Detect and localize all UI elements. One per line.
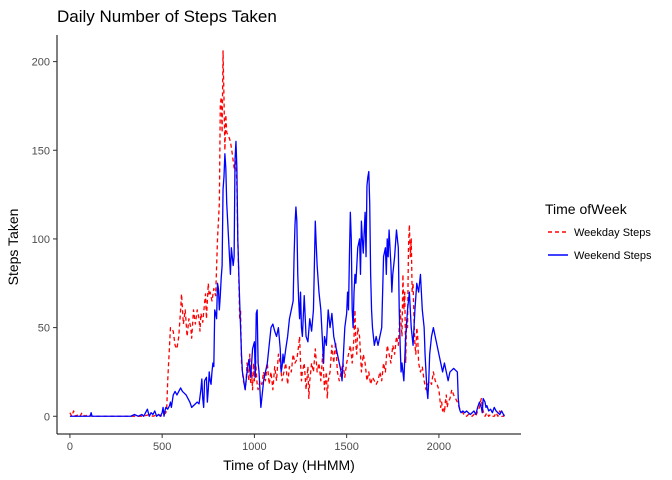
series-line-weekend — [69, 140, 505, 417]
y-tick-label: 50 — [38, 323, 50, 335]
y-axis-ticks: 0 50 100 150 200 — [32, 57, 57, 423]
x-tick-label: 1000 — [242, 441, 266, 453]
x-tick-label: 2000 — [427, 441, 451, 453]
y-tick-label: 0 — [44, 411, 50, 423]
y-tick-label: 200 — [32, 57, 50, 69]
legend-title: Time ofWeek — [545, 201, 628, 217]
y-tick-label: 100 — [32, 234, 50, 246]
legend-label-weekend: Weekend Steps — [574, 250, 652, 262]
chart-title: Daily Number of Steps Taken — [57, 7, 277, 26]
plot-area: 0 500 1000 1500 2000 0 50 100 150 200 — [32, 35, 521, 453]
x-tick-label: 1500 — [334, 441, 358, 453]
x-axis-ticks: 0 500 1000 1500 2000 — [67, 434, 451, 453]
x-tick-label: 500 — [153, 441, 171, 453]
x-tick-label: 0 — [67, 441, 73, 453]
series-layer — [69, 50, 505, 417]
legend-label-weekday: Weekday Steps — [574, 227, 651, 239]
y-tick-label: 150 — [32, 145, 50, 157]
y-axis-title: Steps Taken — [5, 209, 21, 286]
series-line-weekday — [69, 50, 505, 417]
legend: Time ofWeek Weekday Steps Weekend Steps — [545, 201, 652, 262]
x-axis-title: Time of Day (HHMM) — [223, 457, 355, 473]
